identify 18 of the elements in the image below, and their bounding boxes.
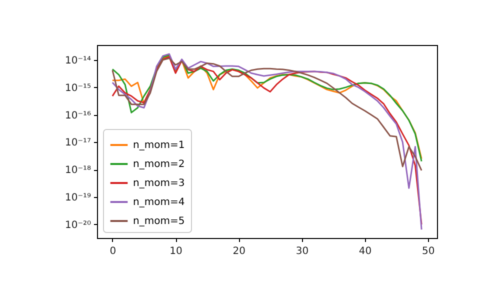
y-tick-label: 10⁻¹⁸ — [64, 165, 91, 176]
legend-label: n_mom=1 — [133, 140, 185, 151]
y-tick-label: 10⁻¹⁵ — [64, 82, 91, 94]
legend-label: n_mom=4 — [133, 197, 185, 208]
x-tick-label: 40 — [358, 246, 372, 257]
x-tick-label: 50 — [422, 246, 435, 257]
y-tick-label: 10⁻¹⁷ — [64, 138, 91, 149]
y-tick-label: 10⁻¹⁶ — [64, 110, 91, 122]
legend-label: n_mom=5 — [133, 216, 185, 227]
x-tick-label: 20 — [232, 246, 246, 257]
x-tick-label: 10 — [170, 246, 182, 257]
y-tick-label: 10⁻¹⁴ — [64, 55, 91, 66]
legend-label: n_mom=2 — [133, 159, 185, 170]
y-tick-label: 10⁻²⁰ — [64, 220, 91, 231]
x-tick-label: 0 — [110, 246, 116, 257]
x-tick-label: 30 — [296, 246, 309, 257]
y-tick-label: 10⁻¹⁹ — [64, 192, 91, 204]
legend-label: n_mom=3 — [133, 178, 185, 189]
